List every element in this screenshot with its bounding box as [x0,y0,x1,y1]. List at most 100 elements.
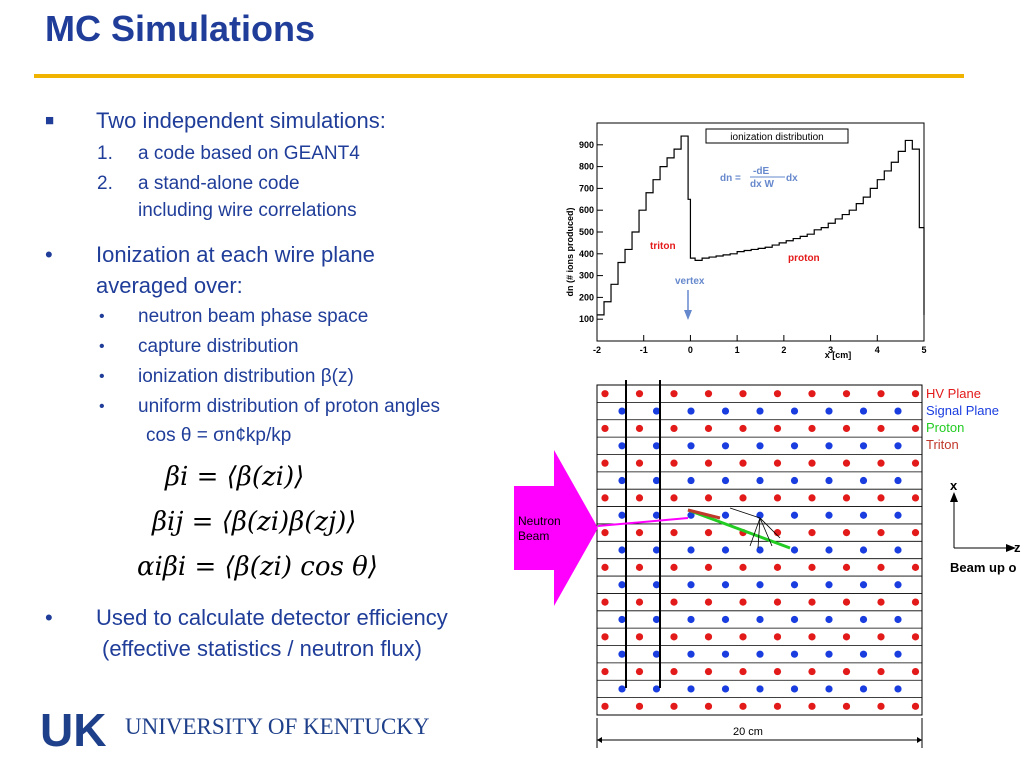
x-tick-label: -2 [593,345,601,355]
triton-label: triton [650,241,676,252]
hv-wire-dot [808,598,816,606]
hv-wire-dot [911,494,920,502]
sub-bullet-icon: • [99,338,105,355]
hv-wire-dot [773,390,782,398]
list-item-continuation: including wire correlations [138,200,357,221]
ionization-chart: -2 -1 0 1 2 3 4 5 100 200 300 400 500 600 700 800 900 io… [565,122,927,360]
hv-wire-dot [842,494,851,502]
signal-wire-dot [618,511,626,519]
hv-wire-dot [601,529,609,537]
y-tick-label: 600 [579,205,594,215]
hv-wire-dot [842,702,851,710]
signal-wire-dot [859,615,868,624]
hv-wire-dot [601,633,609,641]
hv-wire-dot [877,529,885,537]
signal-wire-dot [721,685,730,693]
hv-wire-dot [635,598,644,606]
signal-wire-dot [894,476,902,485]
hv-wire-dot [670,529,678,537]
signal-wire-dot [687,615,695,624]
signal-wire-dot [687,442,695,450]
hv-wire-dot [877,667,885,676]
beam-label-2: Beam [518,529,549,543]
hv-wire-dot [739,598,747,606]
hv-wire-dot [670,633,678,641]
bullet-two-simulations: Two independent simulations: [96,108,386,133]
hv-wire-dot [773,702,782,710]
hv-wire-dot [704,494,713,502]
signal-wire-dot [790,476,799,485]
signal-wire-dot [756,407,764,415]
signal-wire-dot [618,650,626,658]
bullet-efficiency-cont: (effective statistics / neutron flux) [102,636,422,661]
hv-wire-dot [670,494,678,502]
x-tick-label: 0 [688,345,693,355]
hv-wire-dot [877,390,885,398]
chart-title: ionization distribution [730,132,823,143]
x-tick-label: -1 [640,345,648,355]
list-number: 1. [97,143,113,164]
hv-wire-dot [704,390,713,398]
university-name: UNIVERSITY OF KENTUCKY [125,714,430,739]
signal-wire-dot [721,615,730,624]
signal-wire-dot [687,650,695,658]
hv-wire-dot [808,494,816,502]
hv-wire-dot [773,529,782,537]
square-bullet-icon: ■ [45,112,55,129]
hv-wire-dot [601,563,609,571]
signal-wire-dot [825,407,833,415]
hv-wire-dot [635,529,644,537]
signal-wire-dot [618,685,626,693]
y-tick-label: 500 [579,227,594,237]
signal-wire-dot [894,650,902,658]
hv-wire-dot [704,529,713,537]
hv-wire-dot [739,459,747,467]
ionization-series-line [597,135,925,316]
hv-wire-dot [911,390,920,398]
hv-wire-dot [773,494,782,502]
legend-triton: Triton [926,437,959,452]
signal-wire-dot [790,581,799,589]
signal-wire-dot [721,442,730,450]
hv-wire-dot [635,390,644,398]
bullet-efficiency: Used to calculate detector efficiency [96,605,448,630]
signal-wire-dot [825,546,833,554]
hv-wire-dot [773,563,782,571]
hv-wire-dot [911,459,920,467]
signal-wire-dot [652,685,661,693]
signal-wire-dot [756,650,764,658]
y-tick-label: 800 [579,162,594,172]
hv-wire-dot [739,702,747,710]
signal-wire-dot [618,546,626,554]
x-tick-label: 4 [875,345,880,355]
signal-wire-dot [825,650,833,658]
signal-wire-dot [790,442,799,450]
hv-wire-dot [670,563,678,571]
signal-wire-dot [652,476,661,485]
hv-wire-dot [635,667,644,676]
chart-frame [596,122,925,342]
signal-wire-dot [859,685,868,693]
formula-lhs: dn = [720,173,741,184]
legend-signal-plane: Signal Plane [926,403,999,418]
signal-wire-dot [618,442,626,450]
detector-diagram: Neutron Beam HV Plane Signal Plane Proto… [514,380,1021,748]
signal-wire-dot [721,581,730,589]
signal-wire-dot [756,476,764,485]
x-tick-label: 3 [828,345,833,355]
hv-wire-dot [601,702,609,710]
signal-wire-dot [687,407,695,415]
hv-wire-dot [808,424,816,433]
hv-wire-dot [911,424,920,433]
hv-wire-dot [911,529,920,537]
hv-wire-dot [739,494,747,502]
axis-x-label: x [950,478,958,493]
formula-numerator: -dE [753,166,769,177]
hv-wire-dot [670,459,678,467]
bullet-ionization-cont: averaged over: [96,273,243,298]
beam-path-line [597,517,689,527]
signal-wire-dot [756,615,764,624]
hv-wire-dot [911,598,920,606]
sub-bullet-icon: • [99,368,105,385]
hv-wire-dot [601,459,609,467]
